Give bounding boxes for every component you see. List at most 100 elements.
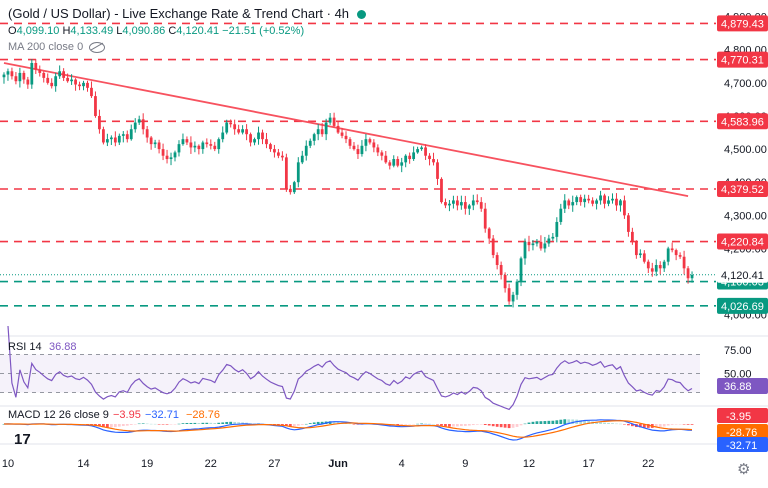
candle-down <box>670 248 674 251</box>
macd-histogram-bar <box>173 424 177 425</box>
macd-histogram-bar <box>619 423 622 425</box>
macd-histogram-bar <box>400 424 404 426</box>
macd-histogram-bar <box>233 421 237 424</box>
ohlc-close-value: 4,120.41 <box>176 25 220 37</box>
eye-slash-icon[interactable] <box>89 41 106 53</box>
candle-down <box>94 96 97 116</box>
macd-histogram-bar <box>189 422 193 424</box>
candle-down <box>113 137 117 143</box>
candle-up <box>181 139 185 145</box>
candle-up <box>467 205 471 209</box>
macd-histogram-bar <box>416 423 420 425</box>
macd-histogram-bar <box>662 424 666 427</box>
candle-up <box>324 122 328 135</box>
candle-up <box>316 129 320 135</box>
macd-value-tag <box>717 424 768 439</box>
macd-histogram-bar <box>277 424 280 425</box>
candle-down <box>46 77 50 83</box>
macd-histogram-bar <box>666 424 670 426</box>
macd-title-macd: −32.71 <box>145 409 179 421</box>
macd-histogram-bar <box>177 423 181 425</box>
macd-histogram-bar <box>205 422 209 424</box>
resistance-level-tag <box>717 233 768 250</box>
candle-down <box>503 274 507 289</box>
macd-histogram-bar <box>94 424 97 426</box>
macd-histogram-bar <box>615 423 618 425</box>
macd-histogram-bar <box>420 423 423 425</box>
candle-up <box>304 145 308 156</box>
rsi-title: RSI 14 <box>8 341 42 353</box>
candle-down <box>495 255 499 266</box>
candle-down <box>436 162 439 179</box>
macd-histogram-bar <box>145 423 149 425</box>
macd-histogram-bar <box>113 424 117 428</box>
macd-histogram-bar <box>539 421 543 424</box>
macd-histogram-bar <box>292 424 296 427</box>
candle-down <box>603 195 606 204</box>
time-tick-label: 10 <box>2 458 14 470</box>
macd-histogram-bar <box>654 424 658 428</box>
candle-down <box>408 155 412 160</box>
candle-down <box>42 72 46 78</box>
candle-down <box>209 144 213 146</box>
candle-down <box>34 62 38 70</box>
macd-histogram-bar <box>690 424 694 425</box>
candle-down <box>642 253 646 262</box>
macd-histogram-bar <box>642 424 646 428</box>
macd-value-label: -3.95 <box>726 411 751 423</box>
candle-up <box>82 82 85 87</box>
time-tick-label: 9 <box>462 458 468 470</box>
ohlc-close-key: C <box>168 25 177 37</box>
macd-histogram-bar <box>499 424 503 428</box>
candle-down <box>678 255 682 257</box>
ma-indicator-label[interactable]: MA 200 close 0 <box>8 41 106 53</box>
candle-up <box>416 149 420 153</box>
macd-histogram-bar <box>630 424 634 427</box>
candle-up <box>292 182 296 193</box>
candle-down <box>189 142 193 148</box>
candle-up <box>638 253 642 256</box>
candle-down <box>424 147 427 156</box>
candle-down <box>567 200 571 206</box>
macd-histogram-bar <box>213 422 217 424</box>
ohlc-change: −21.51 (+0.52%) <box>222 25 305 37</box>
macd-histogram-bar <box>686 424 690 425</box>
macd-histogram-bar <box>185 422 189 424</box>
candle-down <box>527 241 531 246</box>
macd-histogram-bar <box>197 422 201 424</box>
candle-up <box>459 202 463 206</box>
candle-down <box>376 147 380 153</box>
macd-histogram-bar <box>412 424 416 425</box>
candle-up <box>412 152 416 160</box>
candle-down <box>237 129 241 133</box>
candle-down <box>10 71 14 77</box>
macd-histogram-bar <box>98 424 101 427</box>
macd-histogram-bar <box>336 421 340 424</box>
candle-up <box>117 135 121 143</box>
candle-down <box>320 129 324 135</box>
candle-down <box>86 82 89 88</box>
candle-up <box>18 72 22 82</box>
macd-histogram-bar <box>571 419 575 424</box>
rsi-axis-label: 75.00 <box>724 345 752 357</box>
candle-down <box>50 82 54 87</box>
candle-up <box>70 79 73 82</box>
candle-up <box>133 122 137 130</box>
macd-histogram-bar <box>241 422 245 424</box>
candle-up <box>129 129 133 140</box>
candle-down <box>368 139 372 143</box>
gear-icon[interactable]: ⚙ <box>737 461 751 478</box>
candle-up <box>241 129 245 133</box>
macd-histogram-bar <box>479 424 483 425</box>
macd-histogram-bar <box>543 421 547 424</box>
candle-up <box>105 139 109 143</box>
candle-up <box>360 145 364 155</box>
resistance-level-tag <box>717 113 768 130</box>
macd-histogram-bar <box>129 424 133 425</box>
candle-down <box>145 129 149 138</box>
macd-title-hist: −3.95 <box>113 409 141 421</box>
candle-down <box>205 142 209 145</box>
downtrend-line[interactable] <box>3 62 689 198</box>
